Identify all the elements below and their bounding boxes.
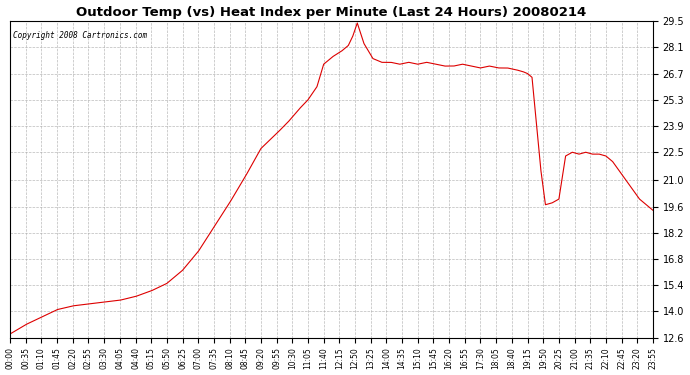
Title: Outdoor Temp (vs) Heat Index per Minute (Last 24 Hours) 20080214: Outdoor Temp (vs) Heat Index per Minute … [77, 6, 586, 18]
Text: Copyright 2008 Cartronics.com: Copyright 2008 Cartronics.com [13, 31, 148, 40]
